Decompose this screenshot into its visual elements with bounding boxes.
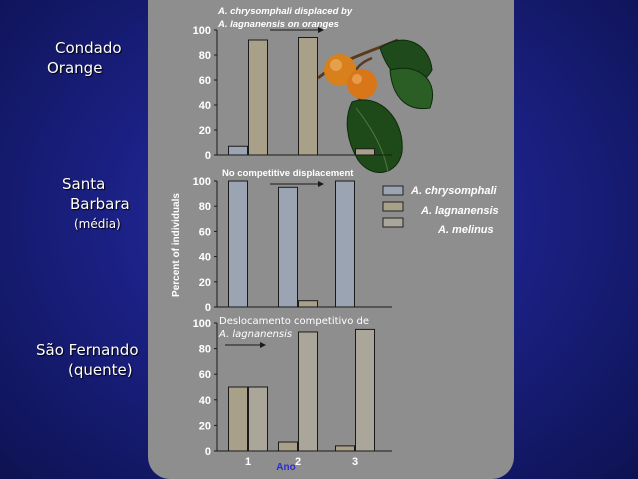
- panel3-bar: [335, 445, 355, 452]
- legend: A. chrysomphali A. lagnanensis A. melinu…: [382, 185, 499, 236]
- panel3-ytick-label: 0: [205, 446, 211, 458]
- x-axis-label: Ano: [276, 462, 295, 473]
- panel2-ytick-label: 80: [199, 201, 211, 213]
- panel1-ytick-label: 20: [199, 125, 211, 137]
- panel1-ytick-label: 60: [199, 75, 211, 87]
- panel1-title-species2: A. lagnanensis: [217, 19, 285, 30]
- panel1-title-line1: A. chrysomphali displaced by: [217, 6, 353, 17]
- panel3-bar: [228, 386, 248, 452]
- panel2-ytick-label: 20: [199, 277, 211, 289]
- legend-label-chrysomphali: A. chrysomphali: [410, 185, 498, 197]
- panel3-ytick-label: 80: [199, 344, 211, 356]
- panel2-bar: [278, 186, 298, 308]
- legend-swatch-melinus: [382, 217, 404, 228]
- panel1-bar: [228, 145, 248, 156]
- orange-branch-illustration: [317, 38, 434, 173]
- panel3-bar: [298, 331, 318, 452]
- panel3-bar: [355, 328, 375, 452]
- panel3-title-line2: A. lagnanensis: [218, 329, 292, 340]
- panel2-bar: [335, 180, 355, 308]
- panel1-bar: [355, 148, 375, 156]
- legend-swatch-chrysomphali: [382, 185, 404, 196]
- region-line2: Orange: [47, 59, 103, 77]
- panel1-title-rest2: on oranges: [285, 19, 339, 30]
- panel1-ytick-label: 100: [193, 25, 211, 37]
- panel1-title-rest: displaced by: [292, 6, 353, 17]
- panel1-bar: [298, 37, 318, 156]
- panel1-bar: [248, 39, 268, 156]
- legend-label-lagnanensis: A. lagnanensis: [420, 205, 499, 217]
- region-label-santa-barbara: Santa Barbara (média): [62, 174, 130, 234]
- panel2-ytick-label: 0: [205, 302, 211, 314]
- panel3-arrow-head: [260, 342, 266, 348]
- panel2-arrow-head: [318, 181, 324, 187]
- panel3-bar: [278, 441, 298, 452]
- region-label-sao-fernando: São Fernando (quente): [36, 340, 139, 380]
- panel2-bar: [228, 180, 248, 308]
- panel1-arrow-head: [318, 27, 324, 33]
- panel3-ytick-label: 40: [199, 395, 211, 407]
- region-line2: Barbara: [70, 195, 130, 213]
- panel1-title-species: A. chrysomphali: [217, 6, 292, 17]
- x-tick-label: 3: [352, 456, 358, 468]
- region-line1: São Fernando: [36, 341, 139, 359]
- panel3-title-line1: Deslocamento competitivo de: [219, 316, 369, 327]
- panel3-ytick-label: 100: [193, 318, 211, 330]
- region-label-condado-orange: Condado Orange: [47, 38, 122, 78]
- panel2-ytick-label: 60: [199, 226, 211, 238]
- panel2-ytick-label: 40: [199, 252, 211, 264]
- panel3-ytick-label: 20: [199, 420, 211, 432]
- panel1-ytick-label: 80: [199, 50, 211, 62]
- region-sub: (média): [74, 217, 121, 231]
- region-line1: Santa: [62, 175, 106, 193]
- panel3-ytick-label: 60: [199, 369, 211, 381]
- panel2-ytick-label: 100: [193, 176, 211, 188]
- x-tick-label: 1: [245, 456, 251, 468]
- legend-swatch-lagnanensis: [382, 201, 404, 212]
- y-axis-label: Percent of individuals: [171, 193, 182, 297]
- panel1-ytick-label: 40: [199, 100, 211, 112]
- panel3-bar: [248, 386, 268, 452]
- panel2-bar: [298, 300, 318, 308]
- panel2-title: No competitive displacement: [222, 168, 354, 179]
- region-line1: Condado: [55, 39, 122, 57]
- panel1-ytick-label: 0: [205, 150, 211, 162]
- panel1-title-line2: A. lagnanensis on oranges: [217, 19, 339, 30]
- legend-label-melinus: A. melinus: [437, 224, 494, 236]
- x-tick-label: 2: [295, 456, 301, 468]
- region-line2: (quente): [68, 361, 133, 379]
